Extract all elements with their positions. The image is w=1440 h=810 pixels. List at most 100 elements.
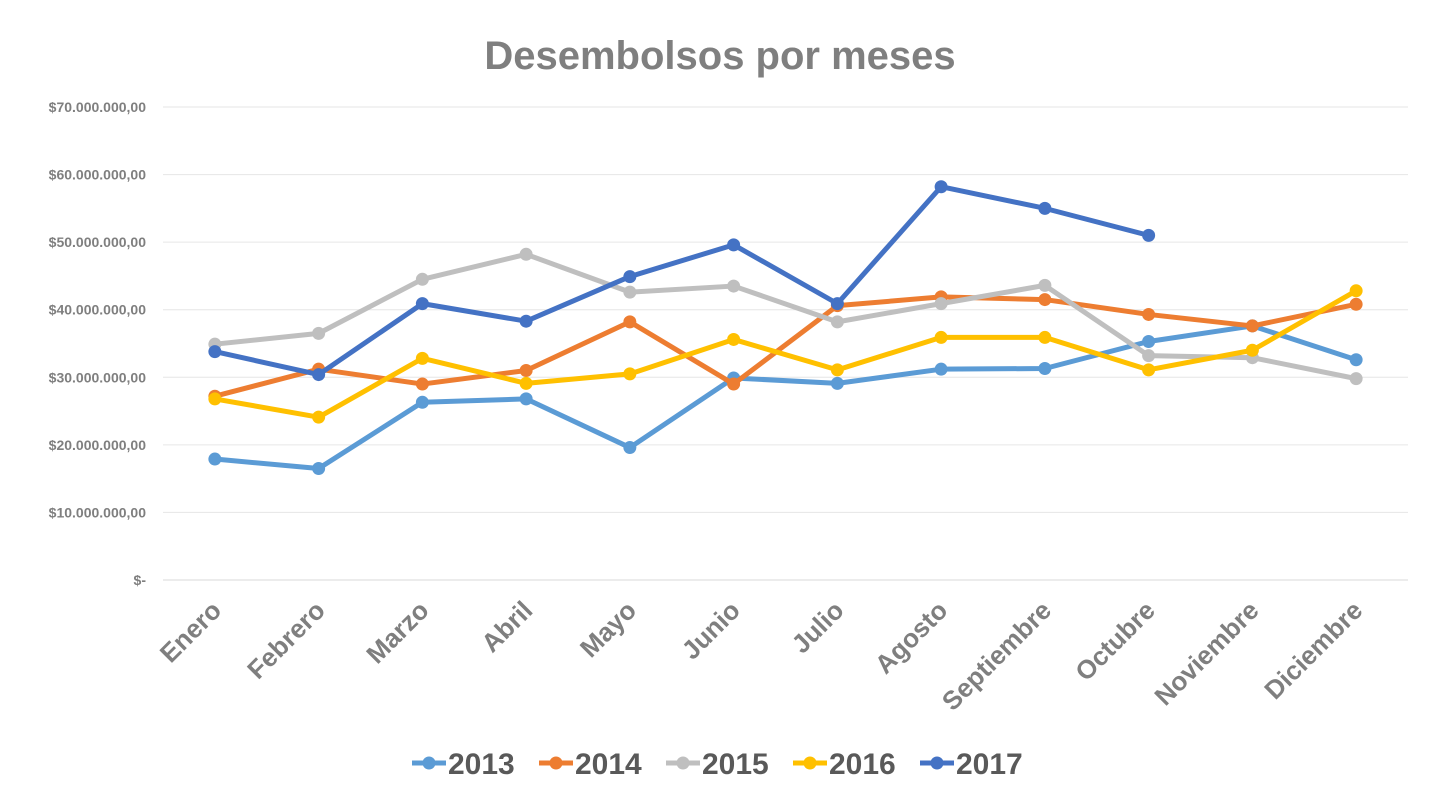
data-point [519,376,533,390]
data-point [623,367,637,381]
y-tick-label: $50.000.000,00 [49,234,147,250]
legend-label: 2013 [448,748,515,781]
x-tick-label: Septiembre [936,595,1057,716]
legend-swatch-marker [549,756,563,770]
data-point [1349,372,1363,386]
data-point [1038,362,1052,376]
data-point [519,247,533,261]
series-2016 [208,284,1363,424]
data-point [1349,353,1363,367]
series-line-2015 [212,251,1359,382]
data-point [830,363,844,377]
data-point [830,297,844,311]
data-point [519,392,533,406]
x-tick-label: Mayo [574,595,642,663]
data-point [208,452,222,466]
series-2017 [208,180,1156,382]
series-2014 [208,290,1363,403]
data-point [1349,297,1363,311]
legend-swatch-marker [422,756,436,770]
data-point [1142,228,1156,242]
data-point [312,326,326,340]
data-point [415,272,429,286]
data-point [312,410,326,424]
y-tick-label: $70.000.000,00 [49,99,147,115]
y-tick-label: $- [134,572,147,588]
series-line-2017 [212,184,1152,378]
series-lines [208,180,1363,476]
legend-label: 2016 [829,748,896,781]
data-point [312,462,326,476]
series-line-2014 [212,294,1359,399]
data-point [312,368,326,382]
data-point [623,285,637,299]
x-tick-label: Junio [676,595,746,665]
data-point [519,364,533,378]
data-point [1142,334,1156,348]
data-point [934,180,948,194]
x-tick-label: Octubre [1069,595,1161,687]
legend-label: 2015 [702,748,769,781]
legend-item-2014: 2014 [539,748,642,781]
y-tick-label: $10.000.000,00 [49,504,147,520]
x-axis-tick-labels: Enero Febrero Marzo Abril Mayo Junio Julio Agos… [154,595,1369,716]
series-2015 [208,247,1363,386]
data-point [415,351,429,365]
legend-swatch-marker [676,756,690,770]
data-point [830,315,844,329]
x-tick-label: Agosto [869,595,954,680]
legend-swatch-marker [803,756,817,770]
data-point [1142,307,1156,321]
x-tick-label: Diciembre [1258,595,1368,705]
data-point [1142,363,1156,377]
y-axis-tick-labels: $- $10.000.000,00 $20.000.000,00 $30.000.00… [49,99,147,588]
data-point [1245,319,1259,333]
legend-item-2015: 2015 [666,748,769,781]
chart-title: Desembolsos por meses [484,34,956,78]
data-point [727,332,741,346]
data-point [727,279,741,293]
data-point [830,376,844,390]
legend-item-2017: 2017 [920,748,1023,781]
data-point [623,270,637,284]
data-point [415,395,429,409]
legend-item-2013: 2013 [412,748,515,781]
series-line-2013 [212,323,1359,472]
data-point [208,392,222,406]
x-tick-label: Enero [154,595,227,668]
series-line-2016 [212,288,1359,420]
series-2013 [208,319,1363,476]
legend-label: 2017 [956,748,1023,781]
data-point [1038,293,1052,307]
y-tick-label: $40.000.000,00 [49,302,147,318]
data-point [1142,349,1156,363]
x-tick-label: Abril [475,595,538,658]
data-point [415,377,429,391]
data-point [934,297,948,311]
y-tick-label: $60.000.000,00 [49,167,147,183]
data-point [623,315,637,329]
x-tick-label: Marzo [360,595,434,669]
data-point [727,377,741,391]
legend-item-2016: 2016 [793,748,896,781]
legend-label: 2014 [575,748,642,781]
data-point [415,297,429,311]
data-point [1038,330,1052,344]
data-point [727,238,741,252]
x-tick-label: Febrero [241,595,331,685]
x-tick-label: Noviembre [1148,595,1264,711]
data-point [208,345,222,359]
data-point [934,362,948,376]
data-point [1038,278,1052,292]
data-point [623,441,637,455]
legend-swatch-marker [930,756,944,770]
data-point [1349,284,1363,298]
y-tick-label: $20.000.000,00 [49,437,147,453]
data-point [934,330,948,344]
data-point [1038,201,1052,215]
x-tick-label: Julio [786,595,850,659]
data-point [1245,343,1259,357]
data-point [519,314,533,328]
y-tick-label: $30.000.000,00 [49,369,147,385]
